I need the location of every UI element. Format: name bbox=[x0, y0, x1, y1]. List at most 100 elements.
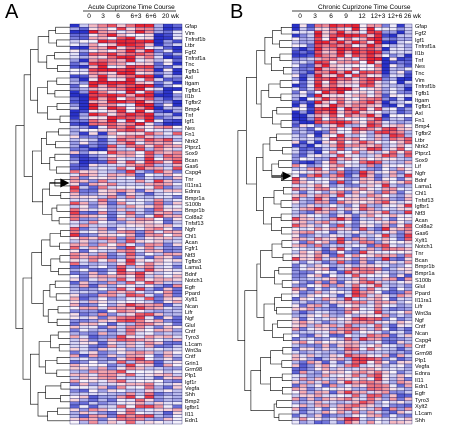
heatmap-cell bbox=[135, 255, 145, 260]
heatmap-cell bbox=[88, 350, 99, 355]
heatmap-cell bbox=[359, 403, 368, 408]
heatmap-cell bbox=[79, 258, 89, 263]
heatmap-cell bbox=[389, 297, 398, 301]
heatmap-cell bbox=[351, 287, 360, 291]
heatmap-cell bbox=[116, 246, 127, 250]
heatmap-cell bbox=[389, 280, 398, 285]
heatmap-cell bbox=[404, 313, 413, 318]
heatmap-cell bbox=[88, 382, 99, 387]
heatmap-cell bbox=[404, 53, 413, 58]
heatmap-cell bbox=[107, 395, 117, 399]
heatmap-cell bbox=[344, 313, 353, 318]
heatmap-cell bbox=[291, 347, 300, 351]
dendrogram-branch bbox=[49, 182, 61, 196]
gene-label: Ngfr bbox=[415, 171, 426, 177]
heatmap-cell bbox=[79, 293, 89, 298]
heatmap-cell bbox=[396, 343, 405, 348]
heatmap-cell bbox=[381, 87, 390, 91]
heatmap-cell bbox=[321, 33, 330, 38]
heatmap-cell bbox=[381, 133, 390, 138]
heatmap-cell bbox=[299, 107, 308, 111]
heatmap-cell bbox=[125, 103, 136, 107]
heatmap-cell bbox=[125, 414, 136, 418]
panel-letter-b: B bbox=[230, 1, 244, 23]
heatmap-cell bbox=[321, 110, 330, 115]
heatmap-cell bbox=[381, 327, 390, 331]
heatmap-cell bbox=[381, 193, 390, 198]
heatmap-cell bbox=[329, 287, 338, 291]
heatmap-cell bbox=[69, 353, 80, 358]
heatmap-cell bbox=[336, 263, 345, 268]
heatmap-cell bbox=[172, 65, 183, 69]
heatmap-cell bbox=[125, 325, 136, 329]
heatmap-cell bbox=[404, 197, 413, 201]
heatmap-cell bbox=[291, 207, 300, 211]
heatmap-cell bbox=[69, 315, 80, 320]
heatmap-cell bbox=[163, 379, 173, 383]
heatmap-cell bbox=[366, 180, 375, 185]
heatmap-cell bbox=[306, 390, 315, 395]
heatmap-cell bbox=[88, 363, 99, 368]
heatmap-cell bbox=[153, 100, 164, 104]
heatmap-cell bbox=[79, 338, 89, 342]
heatmap-cell bbox=[299, 227, 308, 231]
heatmap-cell bbox=[135, 293, 145, 298]
heatmap-cell bbox=[172, 160, 183, 164]
heatmap-cell bbox=[329, 117, 338, 121]
heatmap-cell bbox=[351, 63, 360, 68]
heatmap-cell bbox=[97, 338, 108, 342]
heatmap-cell bbox=[135, 153, 145, 158]
heatmap-cell bbox=[107, 125, 117, 129]
heatmap-cell bbox=[404, 163, 413, 168]
heatmap-cell bbox=[291, 340, 300, 345]
heatmap-cell bbox=[79, 385, 89, 390]
heatmap-cell bbox=[97, 306, 108, 310]
heatmap-cell bbox=[299, 80, 308, 85]
gene-label: Bmpr1b bbox=[415, 264, 435, 271]
heatmap-cell bbox=[69, 77, 80, 82]
heatmap-cell bbox=[116, 87, 127, 91]
heatmap-cell bbox=[107, 61, 117, 66]
heatmap-cell bbox=[116, 284, 127, 288]
heatmap-cell bbox=[97, 388, 108, 393]
heatmap-cell bbox=[396, 250, 405, 255]
heatmap-cell bbox=[107, 401, 117, 406]
heatmap-cell bbox=[125, 90, 136, 95]
heatmap-cell bbox=[163, 290, 173, 295]
heatmap-cell bbox=[336, 157, 345, 161]
heatmap-cell bbox=[144, 55, 155, 60]
heatmap-cell bbox=[336, 240, 345, 245]
heatmap-cell bbox=[107, 325, 117, 329]
heatmap-cell bbox=[359, 57, 368, 61]
heatmap-cell bbox=[314, 327, 323, 331]
gene-label: Shh bbox=[415, 417, 425, 424]
heatmap-cell bbox=[351, 83, 360, 88]
heatmap-cell bbox=[374, 227, 383, 231]
heatmap-cell bbox=[69, 90, 80, 95]
heatmap-cell bbox=[329, 73, 338, 78]
gene-label: Shh bbox=[185, 392, 195, 399]
heatmap-cell bbox=[359, 260, 368, 265]
heatmap-cell bbox=[381, 323, 390, 328]
heatmap-cell bbox=[79, 166, 89, 171]
heatmap-cell bbox=[396, 310, 405, 315]
heatmap-cell bbox=[344, 57, 353, 61]
heatmap-cell bbox=[79, 23, 89, 28]
heatmap-cell bbox=[359, 280, 368, 285]
heatmap-cell bbox=[79, 414, 89, 418]
heatmap-cell bbox=[299, 200, 308, 205]
heatmap-cell bbox=[144, 306, 155, 310]
heatmap-cell bbox=[172, 33, 183, 37]
heatmap-cell bbox=[79, 160, 89, 164]
heatmap-cell bbox=[359, 187, 368, 191]
heatmap-cell bbox=[314, 170, 323, 175]
timepoint-label: 26 wk bbox=[404, 13, 421, 20]
heatmap-cell bbox=[291, 67, 300, 71]
heatmap-cell bbox=[135, 312, 145, 317]
heatmap-cell bbox=[344, 90, 353, 95]
heatmap-cell bbox=[163, 417, 173, 421]
heatmap-cell bbox=[125, 93, 136, 98]
heatmap-cell bbox=[389, 183, 398, 188]
gene-label: Cntf bbox=[415, 344, 426, 351]
heatmap-cell bbox=[404, 413, 413, 418]
